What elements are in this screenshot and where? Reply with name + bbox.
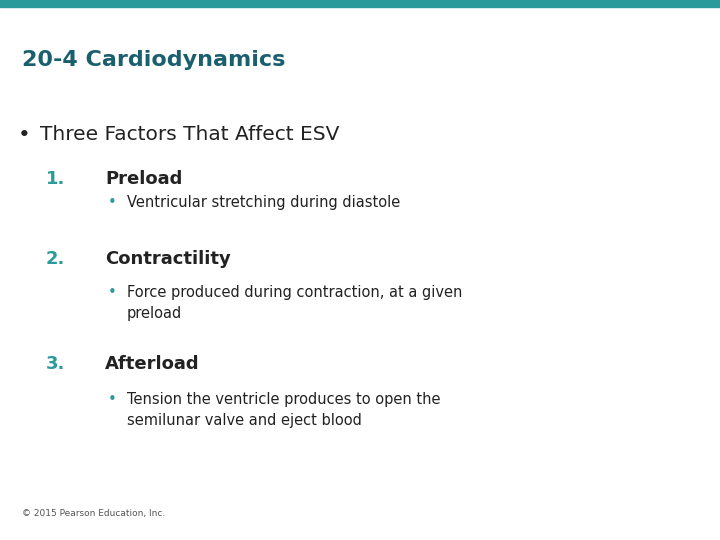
Text: Three Factors That Affect ESV: Three Factors That Affect ESV bbox=[40, 125, 339, 144]
Text: Ventricular stretching during diastole: Ventricular stretching during diastole bbox=[127, 195, 400, 210]
Text: Force produced during contraction, at a given
preload: Force produced during contraction, at a … bbox=[127, 285, 462, 321]
Text: 1.: 1. bbox=[45, 170, 65, 188]
Text: 2.: 2. bbox=[45, 250, 65, 268]
Text: Contractility: Contractility bbox=[105, 250, 230, 268]
Bar bbox=[0, 0, 720, 7]
Text: •: • bbox=[18, 125, 31, 145]
Text: © 2015 Pearson Education, Inc.: © 2015 Pearson Education, Inc. bbox=[22, 509, 166, 518]
Text: 20-4 Cardiodynamics: 20-4 Cardiodynamics bbox=[22, 50, 285, 70]
Text: •: • bbox=[108, 285, 117, 300]
Text: Tension the ventricle produces to open the
semilunar valve and eject blood: Tension the ventricle produces to open t… bbox=[127, 392, 441, 428]
Text: •: • bbox=[108, 392, 117, 407]
Text: Preload: Preload bbox=[105, 170, 182, 188]
Text: Afterload: Afterload bbox=[105, 355, 199, 373]
Text: •: • bbox=[108, 195, 117, 210]
Text: 3.: 3. bbox=[45, 355, 65, 373]
